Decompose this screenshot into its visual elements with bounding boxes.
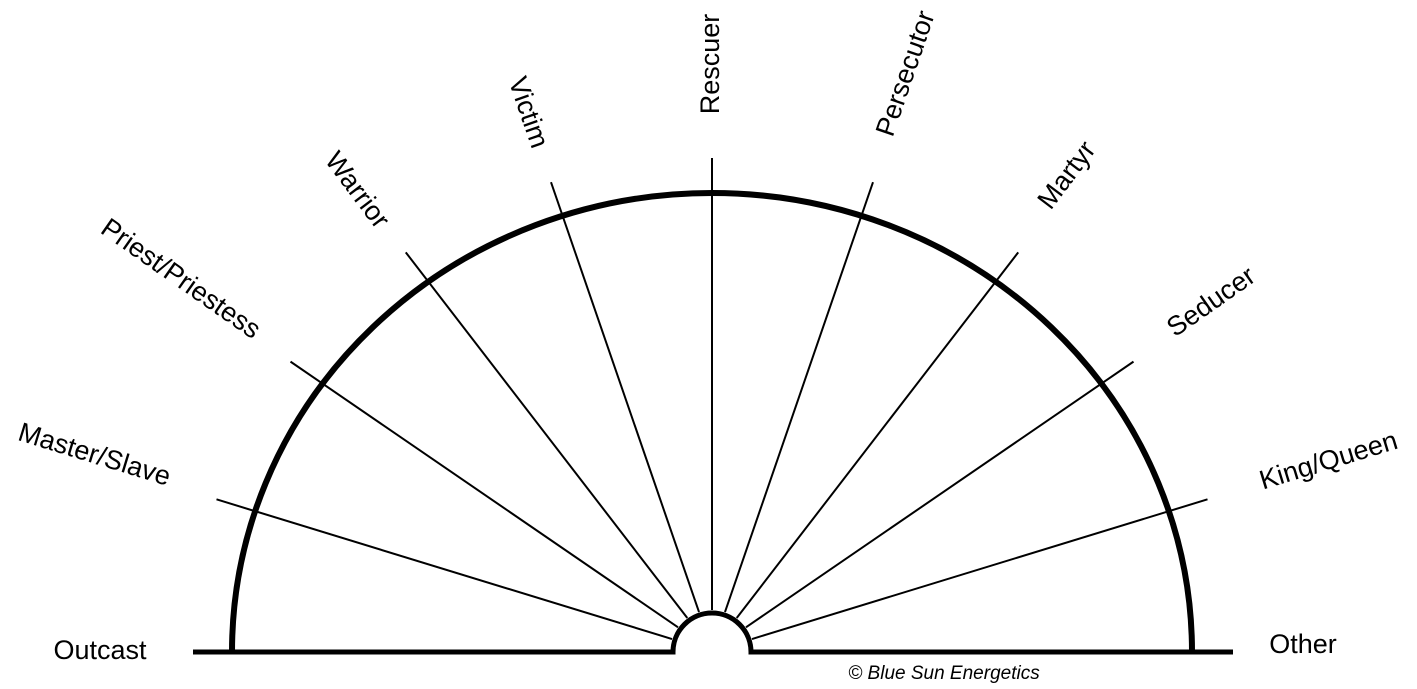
spoke bbox=[550, 181, 700, 613]
spoke-label: King/Queen bbox=[1256, 425, 1401, 495]
spoke-label: Victim bbox=[503, 73, 555, 152]
spoke-label: Persecutor bbox=[870, 7, 941, 140]
copyright: © Blue Sun Energetics bbox=[848, 663, 1040, 684]
spoke bbox=[745, 360, 1135, 629]
spoke bbox=[751, 498, 1208, 640]
spoke bbox=[724, 181, 874, 613]
spoke-label: Seducer bbox=[1161, 260, 1261, 342]
spokes bbox=[216, 158, 1208, 640]
spoke-label: Martyr bbox=[1032, 135, 1102, 214]
spoke bbox=[289, 360, 679, 629]
spoke bbox=[404, 251, 689, 619]
spoke-label: Master/Slave bbox=[15, 417, 174, 492]
spoke-label: Priest/Priestess bbox=[96, 212, 267, 344]
spoke bbox=[735, 251, 1020, 619]
right-label: Other bbox=[1269, 629, 1337, 659]
baseline bbox=[193, 610, 1233, 655]
spoke bbox=[216, 498, 673, 640]
spoke-label: Rescuer bbox=[695, 14, 725, 115]
spoke-label: Warrior bbox=[319, 146, 396, 234]
left-label: Outcast bbox=[53, 635, 147, 665]
